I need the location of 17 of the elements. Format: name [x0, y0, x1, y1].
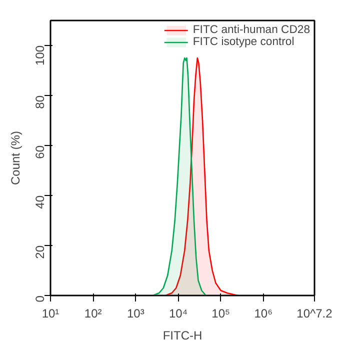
- y-axis-title: Count (%): [8, 130, 22, 186]
- y-tick-label: 40: [33, 195, 47, 209]
- x-tick-label: 10²: [84, 306, 102, 320]
- y-tick-label: 80: [33, 95, 47, 109]
- x-tick-label: 10⁴: [168, 306, 188, 320]
- y-tick-label: 20: [33, 245, 47, 259]
- x-tick-label: 10⁵: [212, 306, 230, 320]
- y-tick-label: 0: [33, 295, 47, 302]
- legend-label: FITC anti-human CD28: [192, 24, 310, 36]
- y-tick-label: 100: [33, 45, 47, 66]
- x-tick-label: 10^7.2: [296, 306, 333, 320]
- x-axis-title: FITC-H: [162, 328, 202, 342]
- x-tick-label: 10³: [126, 306, 144, 320]
- x-tick-label: 10¹: [42, 306, 60, 320]
- legend-label: FITC isotype control: [192, 36, 294, 48]
- y-tick-label: 60: [33, 145, 47, 159]
- x-tick-label: 10⁶: [254, 306, 273, 320]
